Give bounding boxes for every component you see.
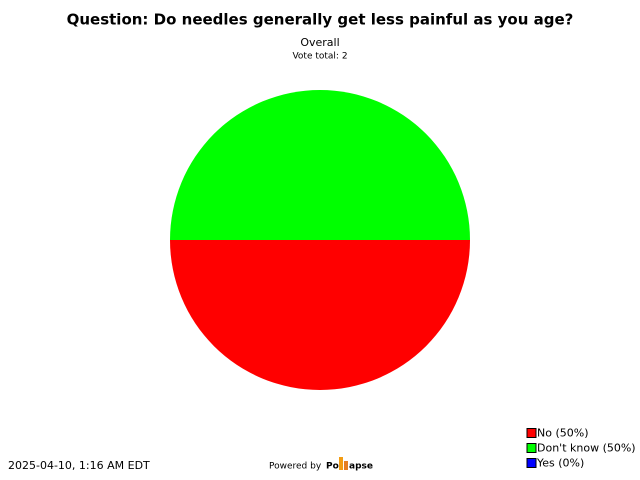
legend-label: Yes (0%) <box>536 457 584 470</box>
legend-swatch <box>526 443 537 453</box>
timestamp: 2025-04-10, 1:16 AM EDT <box>8 459 150 472</box>
brand-icon <box>339 457 348 470</box>
chart-note: Vote total: 2 <box>292 52 347 62</box>
pie-slice <box>170 240 470 390</box>
pie <box>170 90 470 390</box>
legend: No (50%) Don't know (50%) Yes (0%) <box>526 427 636 470</box>
chart-title: Question: Do needles generally get less … <box>67 11 574 29</box>
legend-label: Don't know (50%) <box>537 442 636 455</box>
legend-label: No (50%) <box>537 427 589 440</box>
legend-swatch <box>526 428 537 438</box>
brand-start: Po <box>326 462 339 472</box>
pie-slice <box>170 90 470 240</box>
chart-subtitle: Overall <box>300 36 339 49</box>
legend-swatch <box>526 458 537 468</box>
brand-end: apse <box>349 462 373 472</box>
powered-by: Powered by <box>269 462 322 472</box>
